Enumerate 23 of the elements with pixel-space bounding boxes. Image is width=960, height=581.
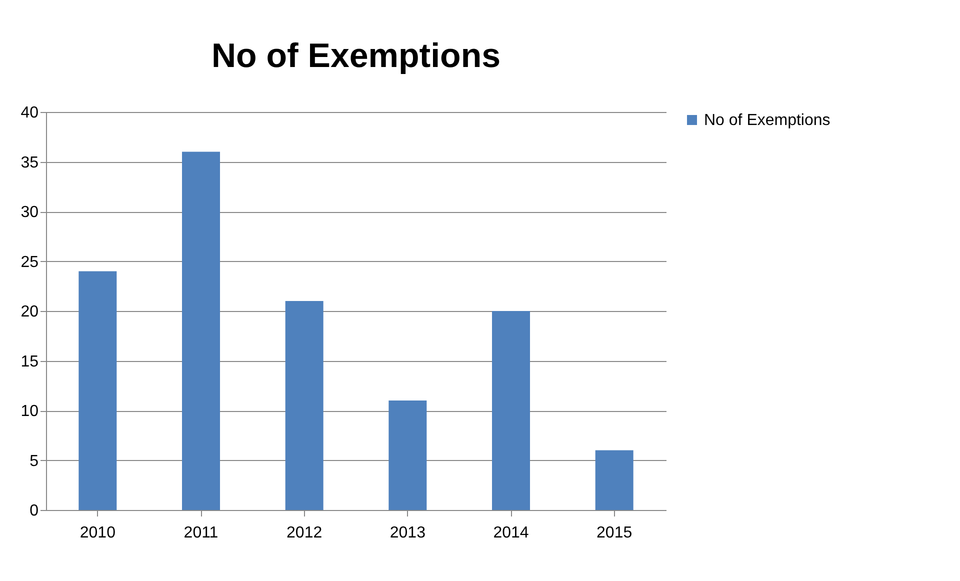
bar <box>388 400 427 510</box>
y-tick-label: 25 <box>20 254 39 271</box>
y-tick-label: 0 <box>30 502 39 520</box>
bar <box>182 152 220 510</box>
x-tick-label: 2015 <box>596 524 632 542</box>
bar <box>78 271 117 510</box>
y-tick-label: 10 <box>20 403 39 420</box>
y-tick-label: 15 <box>20 353 39 370</box>
y-tick-label: 40 <box>20 104 39 122</box>
x-tick-label: 2010 <box>80 524 116 542</box>
x-tick-label: 2011 <box>184 524 218 542</box>
legend-label: No of Exemptions <box>704 112 830 129</box>
y-tick-label: 35 <box>20 154 39 172</box>
bar <box>492 311 530 510</box>
bar <box>595 450 634 510</box>
x-tick-label: 2013 <box>390 524 426 542</box>
chart-title: No of Exemptions <box>211 37 501 75</box>
bar <box>285 301 324 510</box>
y-tick-label: 20 <box>20 304 39 320</box>
x-tick-label: 2012 <box>286 524 322 542</box>
x-tick-label: 2014 <box>493 524 529 542</box>
y-tick-label: 5 <box>30 452 39 470</box>
y-tick-label: 30 <box>20 204 39 221</box>
